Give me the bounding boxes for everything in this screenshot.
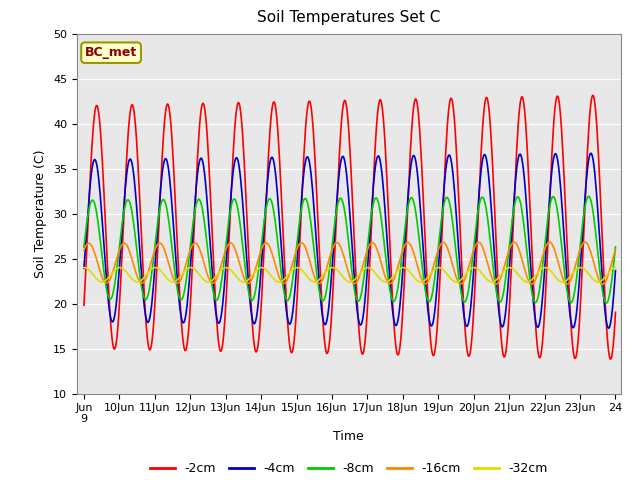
-2cm — [220, 335, 227, 340]
-8cm — [220, 264, 227, 269]
-4cm — [393, 322, 401, 327]
-8cm — [585, 193, 593, 199]
-4cm — [341, 161, 349, 167]
-16cm — [445, 251, 453, 256]
-2cm — [607, 356, 614, 362]
-4cm — [563, 275, 571, 280]
-16cm — [612, 247, 620, 252]
-16cm — [341, 258, 349, 264]
-4cm — [605, 325, 612, 331]
-8cm — [341, 212, 349, 218]
-2cm — [341, 98, 349, 104]
-32cm — [612, 265, 620, 271]
-4cm — [196, 156, 204, 161]
Y-axis label: Soil Temperature (C): Soil Temperature (C) — [35, 149, 47, 278]
Line: -2cm: -2cm — [84, 96, 616, 359]
-2cm — [612, 310, 620, 315]
Line: -8cm: -8cm — [84, 196, 616, 303]
-32cm — [343, 278, 351, 284]
-4cm — [445, 152, 453, 158]
-32cm — [81, 265, 88, 271]
-16cm — [393, 267, 401, 273]
-2cm — [563, 235, 571, 241]
-32cm — [198, 275, 206, 281]
-32cm — [564, 276, 572, 282]
Title: Soil Temperatures Set C: Soil Temperatures Set C — [257, 11, 440, 25]
-8cm — [80, 244, 88, 250]
-16cm — [599, 281, 607, 287]
-4cm — [220, 294, 227, 300]
-4cm — [588, 150, 595, 156]
-16cm — [563, 281, 571, 287]
-8cm — [445, 200, 453, 205]
-2cm — [589, 93, 596, 98]
Legend: -2cm, -4cm, -8cm, -16cm, -32cm: -2cm, -4cm, -8cm, -16cm, -32cm — [145, 457, 553, 480]
-8cm — [563, 286, 571, 292]
-32cm — [395, 267, 403, 273]
-16cm — [196, 249, 204, 254]
Text: BC_met: BC_met — [85, 46, 137, 59]
-4cm — [80, 265, 88, 271]
-8cm — [393, 290, 401, 296]
Line: -4cm: -4cm — [84, 153, 616, 328]
-2cm — [445, 101, 453, 107]
Line: -16cm: -16cm — [84, 242, 616, 284]
-2cm — [196, 112, 204, 118]
-8cm — [612, 244, 620, 250]
-32cm — [99, 279, 106, 285]
-8cm — [196, 199, 204, 204]
-16cm — [80, 248, 88, 253]
-16cm — [220, 254, 227, 260]
-8cm — [603, 300, 611, 306]
Line: -32cm: -32cm — [84, 268, 616, 282]
-2cm — [80, 302, 88, 308]
-2cm — [393, 350, 401, 356]
X-axis label: Time: Time — [333, 430, 364, 443]
-4cm — [612, 268, 620, 274]
-32cm — [80, 265, 88, 271]
-32cm — [447, 276, 454, 282]
-16cm — [581, 239, 589, 245]
-32cm — [221, 265, 228, 271]
